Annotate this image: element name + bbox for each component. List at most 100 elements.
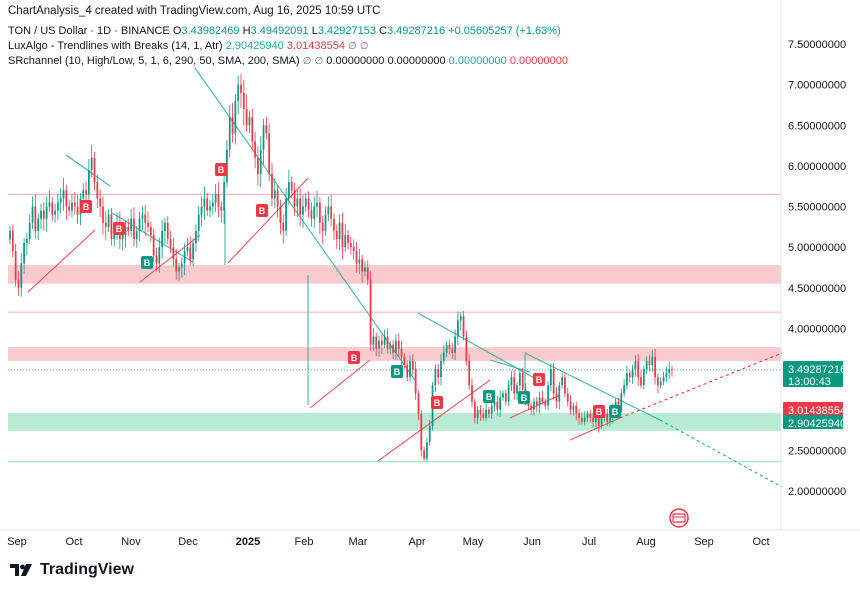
candle-body (426, 442, 428, 459)
candle-body (234, 100, 237, 134)
candle-body (507, 385, 510, 402)
break-marker-label: B (83, 202, 90, 212)
candle-body (628, 373, 631, 378)
candle-body (203, 198, 206, 207)
candle-body (71, 202, 73, 211)
price-axis-tick: 7.00000000 (788, 80, 846, 92)
candle-body (541, 397, 544, 402)
candle-body (465, 336, 468, 361)
candle-body (147, 222, 149, 227)
candle-body (68, 206, 71, 211)
candle-body (135, 230, 138, 240)
price-axis-tick: 5.00000000 (788, 242, 846, 254)
hidden-plot-icon: ∅ (359, 40, 369, 52)
time-axis: Sep Oct Nov Dec 2025 Feb Mar Apr May Jun Jul Aug Sep… (7, 536, 769, 548)
candle-body (217, 194, 220, 207)
candles-layer (9, 73, 673, 462)
candle-body (378, 340, 380, 349)
candle-body (183, 251, 186, 264)
candle-body (313, 206, 316, 219)
candle-body (195, 230, 197, 244)
candle-body (40, 210, 42, 219)
time-axis-tick: Sep (7, 536, 27, 548)
candle-body (299, 198, 302, 215)
srchannel-value-2: 0.00000000 (387, 55, 446, 67)
candle-body (521, 373, 524, 390)
break-marker: B (609, 405, 621, 418)
legend-symbol-row: TON / US Dollar · 1D · BINANCE O3.439824… (8, 25, 561, 37)
candle-body (566, 393, 569, 402)
candle-body (62, 190, 65, 199)
candle-body (164, 222, 166, 231)
candle-body (471, 385, 473, 402)
candle-body (180, 263, 183, 268)
candle-body (82, 190, 85, 199)
candle-body (468, 360, 471, 386)
candle-body (668, 369, 671, 374)
candle-body (642, 369, 645, 386)
candle-body (406, 365, 409, 378)
candle-body (386, 336, 389, 349)
candle-body (392, 344, 394, 353)
candle-body (31, 206, 34, 223)
navigate-to-date-icon[interactable] (669, 508, 689, 528)
break-marker-label: B (612, 407, 619, 417)
price-axis: 7.50000000 7.00000000 6.50000000 6.00000000… (788, 39, 846, 498)
time-axis-tick: Apr (408, 536, 425, 548)
candle-body (192, 243, 194, 260)
candle-body (186, 247, 189, 252)
candle-body (333, 218, 335, 231)
legend-luxalgo-row[interactable]: LuxAlgo - Trendlines with Breaks (14, 1,… (8, 39, 568, 55)
price-axis-tick: 2.50000000 (788, 445, 846, 457)
candle-body (620, 393, 623, 410)
candle-body (271, 174, 273, 199)
candle-body (200, 206, 203, 215)
candle-body (211, 202, 214, 207)
last-price-tag-text: 3.49287216 (788, 364, 846, 376)
candle-body (37, 218, 40, 231)
legend-srchannel-row[interactable]: SRchannel (10, High/Low, 5, 1, 6, 290, 5… (8, 54, 568, 70)
candle-body (42, 210, 45, 219)
time-axis-tick: Jun (523, 536, 541, 548)
candle-body (133, 218, 135, 240)
candle-body (59, 198, 62, 203)
break-marker-badge (431, 396, 443, 409)
symbol-label[interactable]: TON / US Dollar · 1D · BINANCE (8, 25, 170, 37)
candle-body (51, 202, 54, 215)
break-marker-badge (113, 222, 125, 235)
candle-body (161, 230, 163, 248)
candle-body (96, 182, 99, 199)
tradingview-logo[interactable]: TradingView (10, 561, 134, 579)
candle-body (251, 117, 254, 142)
candle-body (155, 255, 158, 264)
candle-body (417, 393, 420, 414)
candle-body (504, 393, 507, 402)
resistance-zone (8, 265, 781, 284)
candle-body (403, 356, 406, 366)
candle-body (330, 206, 333, 219)
candle-body (459, 316, 462, 321)
candle-body (144, 214, 147, 223)
candle-body (423, 450, 425, 459)
candle-body (273, 190, 276, 199)
time-axis-tick: Oct (752, 536, 769, 548)
candle-body (110, 214, 113, 240)
candle-body (375, 336, 378, 349)
candle-body (14, 251, 17, 280)
candle-body (324, 214, 327, 231)
candle-body (445, 344, 448, 353)
candle-body (268, 133, 271, 175)
break-marker: B (518, 391, 530, 404)
time-axis-tick: May (463, 536, 484, 548)
candle-body (665, 373, 668, 378)
candle-body (76, 206, 79, 215)
break-marker-label: B (116, 224, 123, 234)
break-marker: B (256, 204, 268, 217)
candle-body (533, 401, 535, 410)
candle-body (28, 222, 31, 240)
candle-body (197, 214, 200, 231)
sr-zones-layer (8, 193, 781, 463)
candle-body (130, 218, 133, 231)
